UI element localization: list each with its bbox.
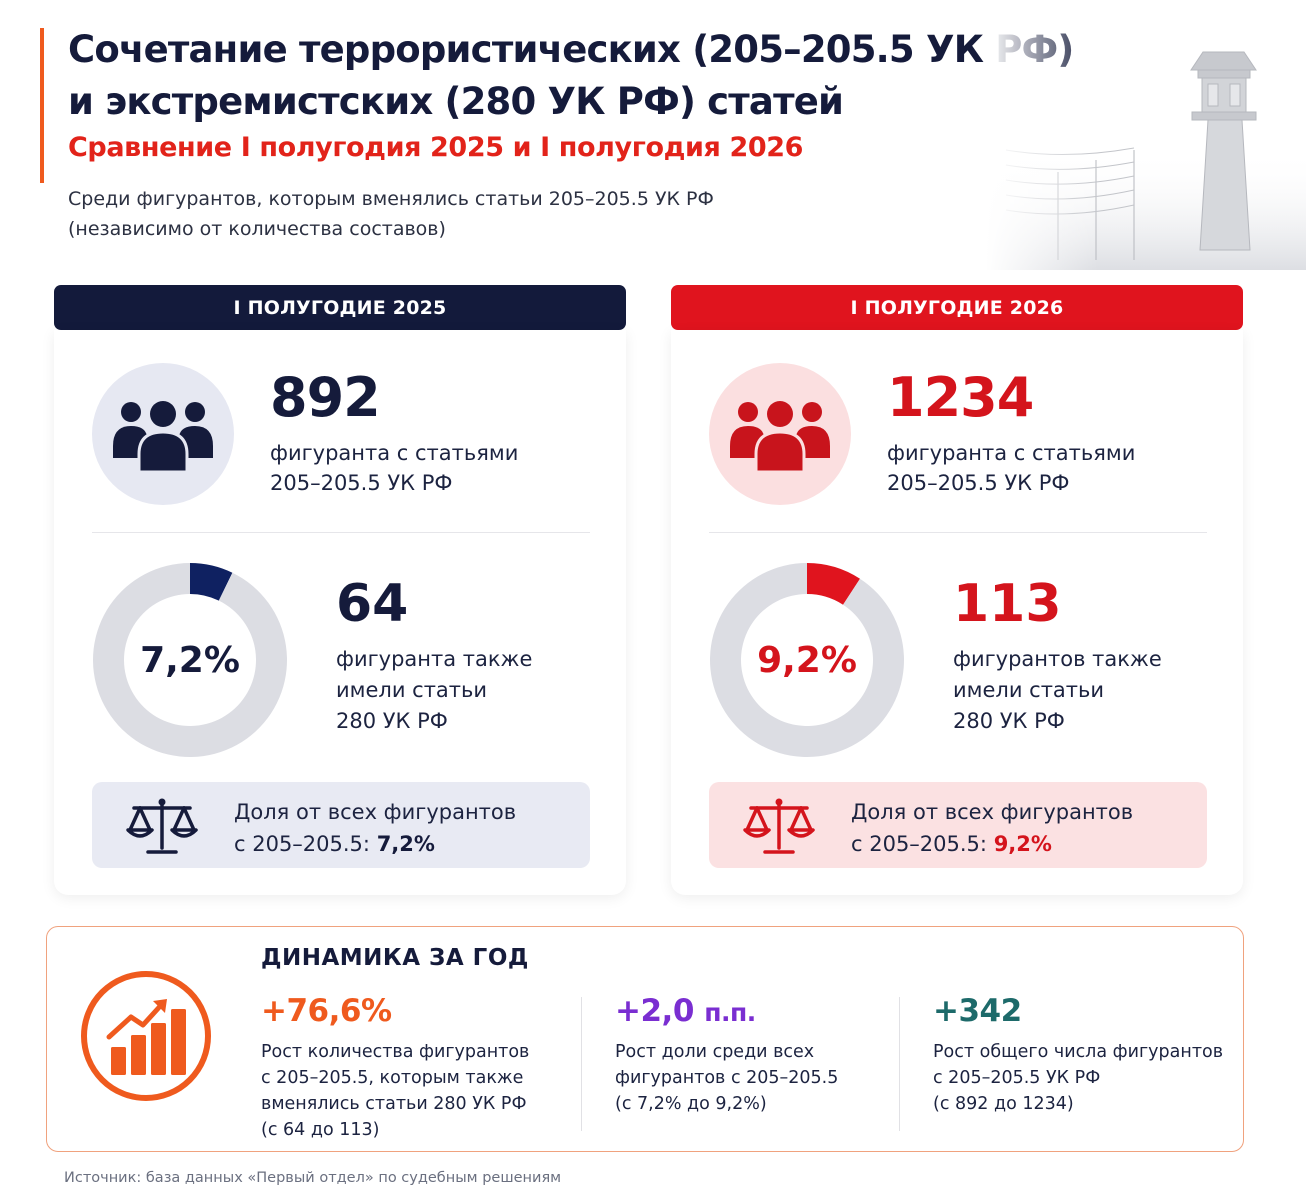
panel-header-2025: I ПОЛУГОДИЕ 2025 bbox=[54, 285, 626, 330]
donut-chart-2026 bbox=[710, 563, 904, 757]
combined-figurants-value: 64 bbox=[336, 574, 409, 634]
people-group-icon bbox=[113, 401, 213, 472]
donut-slice-remainder bbox=[92, 563, 287, 757]
desc-line: Рост доли среди всех bbox=[615, 1042, 815, 1062]
dynamics-value-unit: п.п. bbox=[704, 998, 756, 1027]
desc-line: (с 7,2% до 9,2%) bbox=[615, 1094, 767, 1114]
page-subtitle: Сравнение I полугодия 2025 и I полугодия… bbox=[68, 132, 803, 163]
combined-figurants-caption: фигуранта также имели статьи 280 УК РФ bbox=[336, 644, 532, 737]
source-note: Источник: база данных «Первый отдел» по … bbox=[64, 1170, 562, 1186]
caption-line: 205–205.5 УК РФ bbox=[270, 471, 453, 495]
total-figurants-value: 1234 bbox=[887, 366, 1034, 429]
dynamics-item-total-growth: +342 Рост общего числа фигурантов с 205–… bbox=[933, 993, 1233, 1117]
people-icon-circle bbox=[92, 363, 234, 505]
donut-percentage-label: 9,2% bbox=[757, 639, 857, 681]
column-separator bbox=[581, 997, 582, 1131]
scales-icon bbox=[126, 798, 198, 854]
title-accent-bar bbox=[40, 28, 44, 183]
dynamics-item-share-growth: +2,0 п.п. Рост доли среди всех фигуранто… bbox=[615, 993, 905, 1117]
watchtower-illustration bbox=[986, 0, 1306, 270]
caption-line: 280 УК РФ bbox=[336, 709, 448, 733]
donut-percentage-label: 7,2% bbox=[140, 639, 240, 681]
desc-line: с 205–205.5, которым также bbox=[261, 1068, 524, 1088]
total-figurants-caption: фигуранта с статьями 205–205.5 УК РФ bbox=[270, 438, 518, 498]
panel-2025: 892 фигуранта с статьями 205–205.5 УК РФ… bbox=[54, 330, 626, 895]
title-line-2: и экстремистских (280 УК РФ) статей bbox=[68, 80, 844, 123]
caption-line: фигуранта с статьями bbox=[887, 441, 1136, 465]
scales-icon bbox=[743, 798, 815, 854]
share-box: Доля от всех фигурантов с 205–205.5: 7,2… bbox=[92, 782, 590, 868]
share-text: Доля от всех фигурантов с 205–205.5: 9,2… bbox=[851, 796, 1133, 860]
donut-slice-remainder bbox=[710, 563, 904, 757]
growth-chart-icon bbox=[81, 971, 211, 1101]
desc-line: (с 892 до 1234) bbox=[933, 1094, 1074, 1114]
share-prefix: с 205–205.5: bbox=[851, 832, 987, 856]
dynamics-value: +342 bbox=[933, 993, 1022, 1029]
dynamics-value: +76,6% bbox=[261, 993, 392, 1029]
share-line-1: Доля от всех фигурантов bbox=[851, 800, 1134, 824]
desc-line: фигурантов с 205–205.5 bbox=[615, 1068, 839, 1088]
desc-line: вменялись статьи 280 УК РФ bbox=[261, 1094, 527, 1114]
share-value: 7,2% bbox=[376, 832, 435, 856]
caption-line: 205–205.5 УК РФ bbox=[887, 471, 1070, 495]
caption-line: фигурантов также bbox=[953, 647, 1162, 671]
panel-2026: 1234 фигуранта с статьями 205–205.5 УК Р… bbox=[671, 330, 1243, 895]
title-line-1: Сочетание террористических (205–205.5 УК… bbox=[68, 28, 1074, 71]
divider bbox=[709, 532, 1207, 533]
divider bbox=[92, 532, 590, 533]
dynamics-title: ДИНАМИКА ЗА ГОД bbox=[261, 945, 529, 971]
caption-line: фигуранта также bbox=[336, 647, 533, 671]
share-value: 9,2% bbox=[993, 832, 1052, 856]
people-icon-circle bbox=[709, 363, 851, 505]
dynamics-description: Рост общего числа фигурантов с 205–205.5… bbox=[933, 1039, 1233, 1117]
combined-figurants-value: 113 bbox=[953, 574, 1062, 634]
share-line-2: с 205–205.5: 9,2% bbox=[851, 828, 1133, 860]
donut-slice-highlight bbox=[807, 563, 861, 605]
intro-text: Среди фигурантов, которым вменялись стат… bbox=[68, 184, 868, 244]
panel-header-2026: I ПОЛУГОДИЕ 2026 bbox=[671, 285, 1243, 330]
combined-figurants-caption: фигурантов также имели статьи 280 УК РФ bbox=[953, 644, 1162, 737]
desc-line: с 205–205.5 УК РФ bbox=[933, 1068, 1101, 1088]
page-title: Сочетание террористических (205–205.5 УК… bbox=[68, 24, 1074, 128]
dynamics-value-number: +2,0 bbox=[615, 993, 694, 1029]
desc-line: Рост количества фигурантов bbox=[261, 1042, 530, 1062]
dynamics-description: Рост доли среди всех фигурантов с 205–20… bbox=[615, 1039, 905, 1117]
share-box: Доля от всех фигурантов с 205–205.5: 9,2… bbox=[709, 782, 1207, 868]
caption-line: имели статьи bbox=[336, 678, 488, 702]
desc-line: Рост общего числа фигурантов bbox=[933, 1042, 1224, 1062]
dynamics-description: Рост количества фигурантов с 205–205.5, … bbox=[261, 1039, 561, 1143]
total-figurants-caption: фигуранта с статьями 205–205.5 УК РФ bbox=[887, 438, 1135, 498]
dynamics-section: ДИНАМИКА ЗА ГОД +76,6% Рост количества ф… bbox=[46, 926, 1244, 1152]
total-figurants-value: 892 bbox=[270, 366, 381, 429]
intro-line-2: (независимо от количества составов) bbox=[68, 218, 446, 240]
caption-line: фигуранта с статьями bbox=[270, 441, 519, 465]
dynamics-item-growth-combined: +76,6% Рост количества фигурантов с 205–… bbox=[261, 993, 561, 1143]
column-separator bbox=[899, 997, 900, 1131]
desc-line: (с 64 до 113) bbox=[261, 1120, 380, 1140]
dynamics-value: +2,0 п.п. bbox=[615, 993, 905, 1029]
people-group-icon bbox=[730, 401, 830, 472]
share-prefix: с 205–205.5: bbox=[234, 832, 370, 856]
intro-line-1: Среди фигурантов, которым вменялись стат… bbox=[68, 188, 714, 210]
donut-slice-highlight bbox=[190, 563, 233, 601]
caption-line: 280 УК РФ bbox=[953, 709, 1065, 733]
share-text: Доля от всех фигурантов с 205–205.5: 7,2… bbox=[234, 796, 516, 860]
share-line-2: с 205–205.5: 7,2% bbox=[234, 828, 516, 860]
donut-chart-2025 bbox=[92, 563, 287, 757]
caption-line: имели статьи bbox=[953, 678, 1105, 702]
share-line-1: Доля от всех фигурантов bbox=[234, 800, 517, 824]
